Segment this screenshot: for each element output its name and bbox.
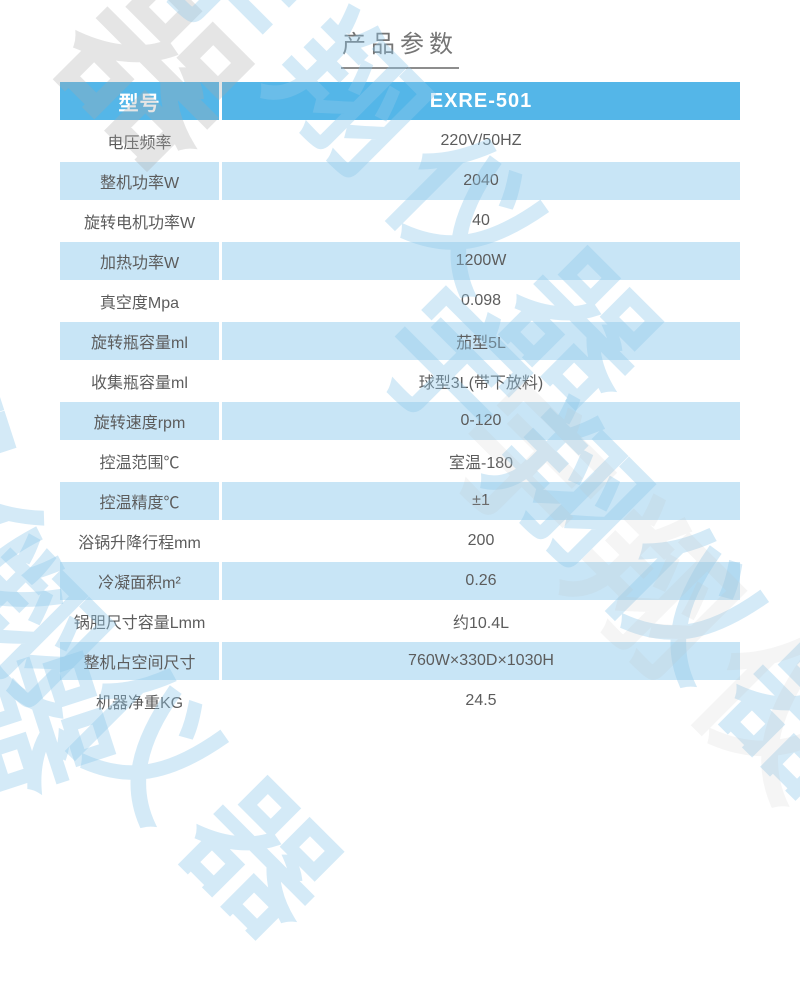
table-row: 冷凝面积m² 0.26: [60, 562, 740, 600]
table-row: 整机占空间尺寸 760W×330D×1030H: [60, 642, 740, 680]
spec-label: 收集瓶容量ml: [91, 375, 188, 392]
table-row: 真空度Mpa 0.098: [60, 282, 740, 320]
spec-value: 室温-180: [448, 455, 514, 472]
spec-label: 真空度Mpa: [99, 295, 180, 312]
spec-label: 锅胆尺寸容量Lmm: [73, 615, 206, 632]
spec-value: 2040: [222, 162, 740, 200]
spec-label: 整机占空间尺寸: [60, 642, 219, 680]
spec-value: 球型3L(带下放料): [418, 375, 544, 392]
spec-value: 220V/50HZ: [440, 132, 522, 149]
spec-value: ±1: [222, 482, 740, 520]
spec-label: 控温精度℃: [60, 482, 219, 520]
table-header-row: 型号 EXRE-501: [60, 82, 740, 120]
table-row: 机器净重KG 24.5: [60, 682, 740, 720]
spec-value: 760W×330D×1030H: [222, 642, 740, 680]
table-row: 电压频率 220V/50HZ: [60, 122, 740, 160]
table-row: 收集瓶容量ml 球型3L(带下放料): [60, 362, 740, 400]
spec-label: 旋转瓶容量ml: [60, 322, 219, 360]
spec-label: 整机功率W: [60, 162, 219, 200]
table-row: 锅胆尺寸容量Lmm 约10.4L: [60, 602, 740, 640]
model-value-cell: EXRE-501: [222, 82, 740, 120]
spec-value: 0-120: [222, 402, 740, 440]
spec-value: 0.098: [460, 292, 502, 309]
table-row: 旋转电机功率W 40: [60, 202, 740, 240]
spec-label: 控温范围℃: [99, 455, 180, 472]
model-header-cell: 型号: [60, 82, 219, 120]
table-row: 旋转瓶容量ml 茄型5L: [60, 322, 740, 360]
spec-label: 旋转电机功率W: [83, 215, 196, 232]
table-row: 控温精度℃ ±1: [60, 482, 740, 520]
table-row: 旋转速度rpm 0-120: [60, 402, 740, 440]
spec-value: 40: [472, 212, 490, 229]
spec-label: 加热功率W: [60, 242, 219, 280]
spec-table: 型号 EXRE-501 电压频率 220V/50HZ 整机功率W 2040 旋转…: [60, 82, 740, 722]
table-row: 浴锅升降行程mm 200: [60, 522, 740, 560]
spec-label: 电压频率: [107, 135, 172, 152]
spec-label: 旋转速度rpm: [60, 402, 219, 440]
title-bar: 产品参数: [0, 24, 800, 69]
spec-label: 机器净重KG: [95, 695, 184, 712]
spec-value: 约10.4L: [452, 615, 510, 632]
table-row: 加热功率W 1200W: [60, 242, 740, 280]
spec-value: 24.5: [465, 692, 497, 709]
spec-label: 冷凝面积m²: [60, 562, 219, 600]
spec-value: 200: [467, 532, 495, 549]
spec-value: 1200W: [222, 242, 740, 280]
page-title: 产品参数: [341, 24, 459, 69]
spec-label: 浴锅升降行程mm: [78, 535, 201, 552]
table-row: 整机功率W 2040: [60, 162, 740, 200]
spec-value: 茄型5L: [222, 322, 740, 360]
spec-value: 0.26: [222, 562, 740, 600]
table-row: 控温范围℃ 室温-180: [60, 442, 740, 480]
